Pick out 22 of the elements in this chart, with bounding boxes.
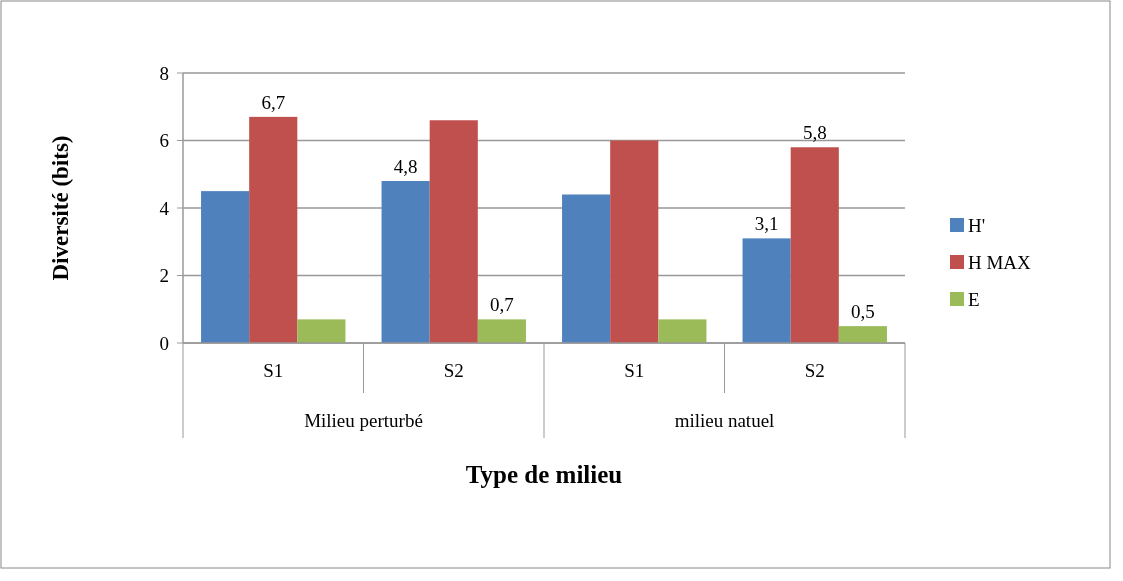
data-label: 4,8	[393, 156, 418, 177]
text: milieu natuel	[674, 410, 775, 431]
x-tick-label: S2	[443, 360, 464, 381]
y-tick-label: 6	[159, 130, 169, 152]
y-tick-label: 8	[159, 62, 169, 84]
x-tick-label: S1	[624, 360, 645, 381]
y-tick-label: 0	[159, 332, 169, 354]
legend-label: H MAX	[968, 251, 1032, 273]
legend-label: H'	[968, 214, 986, 236]
text: Milieu perturbé	[304, 410, 423, 431]
x-tick-label: S1	[263, 360, 284, 381]
y-axis-title: Diversité (bits)	[48, 135, 73, 281]
legend-label: E	[968, 288, 980, 310]
x-tick-label: S2	[804, 360, 825, 381]
data-label: 5,8	[802, 122, 827, 144]
y-tick-label: 2	[159, 265, 169, 287]
y-tick-label: 4	[159, 197, 170, 219]
data-label: 3,1	[754, 213, 779, 235]
x-axis-title: Type de milieu	[465, 461, 623, 488]
data-label: 6,7	[261, 91, 286, 113]
data-label: 0,5	[851, 301, 875, 323]
data-label: 0,7	[490, 294, 514, 316]
